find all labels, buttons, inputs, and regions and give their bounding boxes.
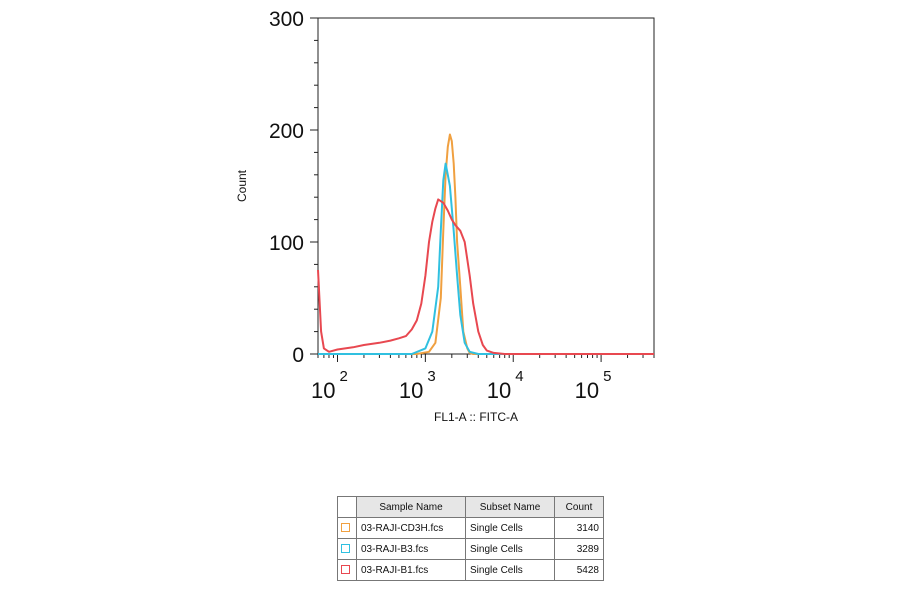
legend-subset-name: Single Cells	[465, 559, 555, 581]
series-layer	[317, 133, 654, 355]
legend-row: 03-RAJI-B3.fcs Single Cells 3289	[337, 538, 604, 560]
series-line-03-raji-cd3h	[318, 133, 654, 355]
legend-table: Sample Name Subset Name Count 03-RAJI-CD…	[337, 496, 604, 581]
x-tick-exponent: 2	[339, 368, 347, 385]
legend-count: 5428	[554, 559, 604, 581]
legend-header-count: Count	[554, 496, 604, 518]
legend-swatch-icon	[341, 523, 350, 533]
legend-swatch-cell	[337, 517, 357, 539]
y-tick-label: 0	[292, 344, 304, 367]
series-line-03-raji-b1	[317, 198, 654, 355]
x-tick-label: 10	[311, 378, 335, 403]
legend-subset-name: Single Cells	[465, 538, 555, 560]
x-tick-exponent: 3	[427, 368, 435, 385]
y-axis-label: Count	[235, 169, 249, 202]
x-tick-label: 10	[399, 378, 423, 403]
legend-sample-name: 03-RAJI-B3.fcs	[356, 538, 466, 560]
legend-swatch-icon	[341, 565, 350, 575]
y-tick-label: 100	[269, 232, 304, 255]
legend-subset-name: Single Cells	[465, 517, 555, 539]
x-tick-exponent: 5	[603, 368, 611, 385]
x-tick-label: 10	[487, 378, 511, 403]
y-tick-label: 200	[269, 120, 304, 143]
legend-count: 3289	[554, 538, 604, 560]
series-line-03-raji-b3	[318, 162, 654, 355]
legend-swatch-cell	[337, 559, 357, 581]
legend-header-row: Sample Name Subset Name Count	[337, 496, 604, 518]
plot-frame	[317, 17, 655, 355]
legend-header-sample: Sample Name	[356, 496, 466, 518]
legend-header-swatch	[337, 496, 357, 518]
legend-count: 3140	[554, 517, 604, 539]
x-tick-label: 10	[575, 378, 599, 403]
legend-row: 03-RAJI-CD3H.fcs Single Cells 3140	[337, 517, 604, 539]
legend-header-subset: Subset Name	[465, 496, 555, 518]
legend-swatch-cell	[337, 538, 357, 560]
legend-swatch-icon	[341, 544, 350, 554]
legend-sample-name: 03-RAJI-B1.fcs	[356, 559, 466, 581]
x-axis-label: FL1-A :: FITC-A	[434, 410, 518, 424]
legend-row: 03-RAJI-B1.fcs Single Cells 5428	[337, 559, 604, 581]
x-tick-exponent: 4	[515, 368, 523, 385]
legend-sample-name: 03-RAJI-CD3H.fcs	[356, 517, 466, 539]
y-tick-label: 300	[269, 8, 304, 31]
